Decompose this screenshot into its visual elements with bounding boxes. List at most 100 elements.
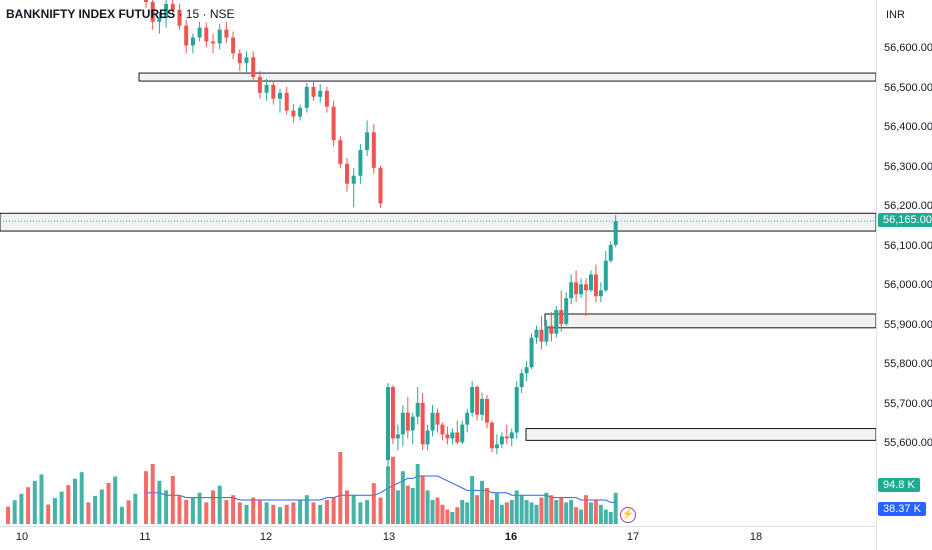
candle — [304, 82, 309, 113]
candle-body — [184, 25, 189, 46]
volume-bar — [39, 474, 44, 524]
symbol-name[interactable]: BANKNIFTY INDEX FUTURES — [6, 7, 176, 21]
volume-bar — [480, 480, 485, 524]
candle-body — [475, 387, 480, 415]
chart-title: BANKNIFTY INDEX FUTURES · 15 · NSE — [6, 7, 235, 21]
volume-bar — [425, 490, 430, 524]
candle — [278, 88, 282, 113]
volume-bar — [465, 502, 470, 524]
time-axis-separator — [0, 526, 876, 527]
date-tick-label: 17 — [626, 531, 640, 543]
volume-bar — [106, 482, 111, 524]
volume-bar — [395, 490, 400, 524]
candle-body — [217, 29, 222, 44]
volume-bar — [324, 500, 329, 524]
candle — [579, 278, 584, 299]
candle — [598, 282, 603, 303]
volume-bar — [298, 500, 303, 524]
candle — [190, 33, 195, 54]
candle — [460, 420, 465, 445]
volume-bar — [164, 490, 169, 524]
candle-body — [318, 90, 323, 97]
volume-bar — [430, 500, 435, 524]
candle-body — [251, 57, 256, 78]
candle — [613, 215, 618, 247]
volume-bar — [390, 456, 395, 524]
zone-box — [525, 428, 877, 441]
candle-body — [371, 132, 376, 168]
volume-bar — [574, 507, 579, 524]
candle-body — [534, 329, 539, 338]
candle-body — [405, 412, 410, 431]
volume-bar — [204, 502, 209, 524]
candle-body — [164, 3, 169, 18]
candle-body — [603, 260, 608, 291]
candle — [569, 274, 574, 305]
candle — [144, 0, 148, 8]
price-tick-label: 56,600.00 — [884, 42, 932, 55]
date-tick-label: 16 — [504, 531, 518, 543]
volume-bar — [584, 495, 588, 524]
currency-label[interactable]: INR — [886, 9, 905, 21]
volume-bar — [99, 489, 104, 524]
volume-bar — [405, 485, 410, 524]
volume-bar — [331, 497, 336, 524]
date-tick-label: 12 — [259, 531, 273, 543]
candle-body — [190, 37, 195, 46]
volume-bar — [271, 504, 276, 524]
candle — [410, 412, 415, 445]
candle-body — [170, 3, 175, 10]
candle — [489, 420, 494, 453]
candle-body — [365, 132, 370, 151]
candle — [331, 100, 336, 147]
candle — [539, 315, 544, 350]
volume-bar — [420, 476, 425, 524]
last-price-tag: 56,165.00 — [878, 213, 932, 228]
volume-bar — [415, 464, 420, 524]
volume-bar — [460, 500, 465, 524]
volume-bar — [86, 502, 91, 524]
candle — [435, 408, 440, 433]
price-tick-label: 56,500.00 — [884, 81, 932, 94]
volume-bar — [345, 490, 349, 524]
interval-label[interactable]: 15 — [185, 7, 200, 21]
date-tick-label: 18 — [749, 531, 763, 543]
candle — [284, 86, 289, 115]
volume-bar — [608, 512, 613, 524]
price-tick-label: 55,900.00 — [884, 318, 932, 331]
candle-body — [345, 163, 349, 184]
volume-bar — [450, 512, 455, 524]
volume-bar — [278, 507, 282, 524]
candle-body — [204, 27, 209, 42]
candle-body — [351, 175, 356, 184]
date-tick-label: 13 — [382, 531, 396, 543]
volume-bar — [284, 504, 289, 524]
volume-bar — [217, 485, 222, 524]
candle-body — [569, 282, 574, 299]
candle-body — [257, 77, 262, 93]
candle — [400, 404, 405, 447]
candle-body — [157, 17, 162, 22]
candle — [544, 319, 549, 346]
volume-bar — [52, 498, 57, 524]
candle — [291, 103, 296, 123]
volume-bar — [12, 500, 17, 524]
candle-body — [485, 398, 489, 423]
candle-body — [455, 432, 460, 443]
candle-body — [564, 298, 569, 324]
volume-bar — [197, 492, 202, 524]
candle-body — [284, 92, 289, 111]
price-tick-label: 55,600.00 — [884, 437, 932, 450]
volume-bar — [371, 483, 376, 524]
volume-bar — [504, 502, 509, 524]
candle — [257, 71, 262, 99]
candle-body — [410, 416, 415, 431]
candle-body — [465, 412, 470, 425]
price-tick-label: 55,700.00 — [884, 397, 932, 410]
volume-bar — [386, 466, 390, 524]
lightning-icon[interactable]: ⚡ — [620, 507, 636, 523]
candle-body — [211, 41, 215, 44]
volume-bar — [489, 500, 494, 524]
candle-body — [445, 434, 450, 439]
